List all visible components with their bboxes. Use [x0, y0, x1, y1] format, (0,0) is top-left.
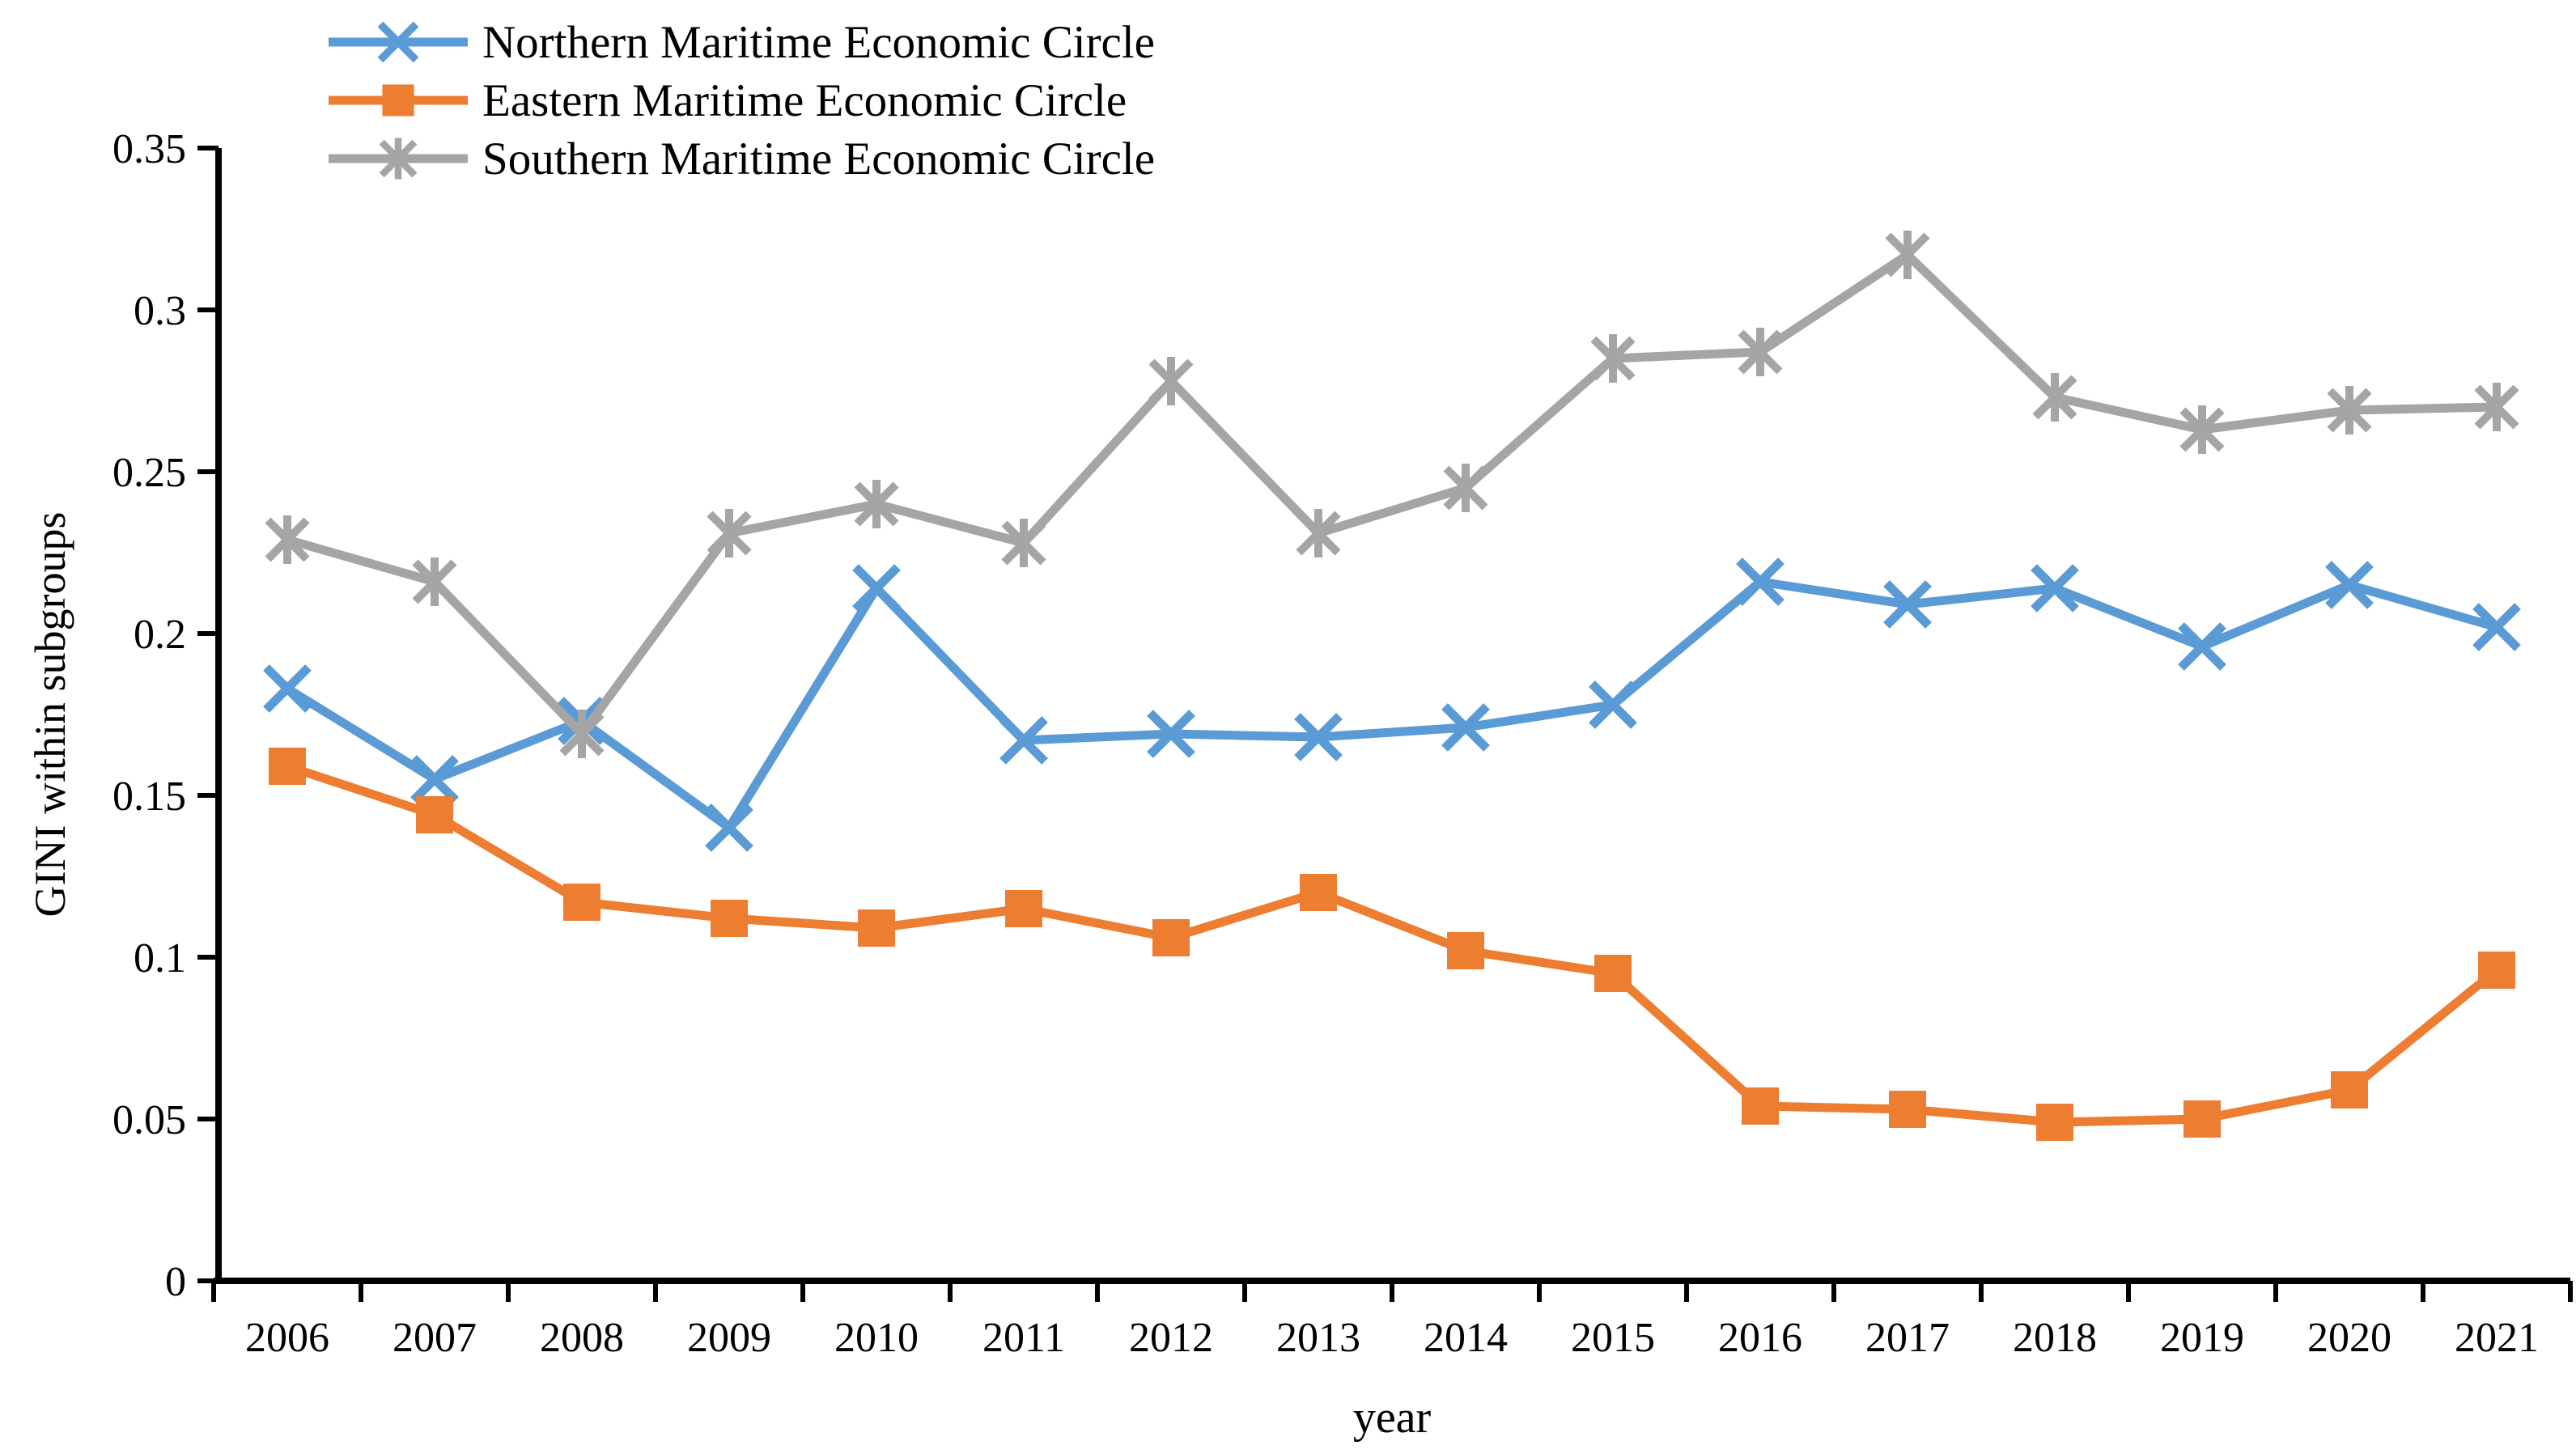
- marker-northern-2020: [2325, 561, 2374, 609]
- marker-eastern-2021: [2478, 952, 2515, 989]
- series-markers-northern: [263, 557, 2521, 852]
- y-tick-label: 0.25: [112, 450, 186, 496]
- legend-item-label: Eastern Maritime Economic Circle: [482, 74, 1127, 126]
- marker-eastern-2020: [2331, 1071, 2368, 1109]
- marker-eastern-2015: [1594, 955, 1632, 992]
- y-tick-label: 0.1: [134, 935, 186, 981]
- marker-eastern-2011: [1005, 890, 1042, 927]
- x-tick-label: 2019: [2160, 1315, 2244, 1361]
- marker-southern-2020: [2327, 386, 2372, 435]
- marker-eastern-2010: [858, 909, 895, 947]
- marker-northern-2009: [705, 803, 753, 852]
- y-tick-label: 0.3: [134, 288, 186, 334]
- y-axis-title: GINI within subgroups: [26, 511, 74, 918]
- series-line-eastern: [286, 761, 2500, 1127]
- x-tick-label: 2013: [1276, 1315, 1360, 1361]
- legend-marker-star6-icon: [329, 138, 468, 180]
- series-line-southern: [286, 250, 2497, 739]
- marker-northern-2016: [1736, 557, 1785, 606]
- y-tick-label: 0.35: [112, 126, 186, 172]
- x-tick-label: 2011: [982, 1315, 1065, 1361]
- marker-southern-2019: [2179, 405, 2225, 454]
- marker-eastern-2012: [1152, 919, 1190, 956]
- legend-item-southern: Southern Maritime Economic Circle: [325, 129, 1155, 188]
- marker-eastern-2018: [2036, 1104, 2073, 1141]
- legend-item-label: Southern Maritime Economic Circle: [482, 133, 1156, 184]
- marker-southern-2010: [854, 480, 899, 528]
- legend-marker-x-icon: [329, 21, 468, 63]
- x-tick-label: 2015: [1571, 1315, 1655, 1361]
- marker-northern-2017: [1883, 580, 1932, 629]
- series-markers-eastern: [269, 748, 2515, 1141]
- marker-southern-2018: [2032, 373, 2077, 422]
- x-tick-label: 2018: [2013, 1315, 2097, 1361]
- marker-southern-2008: [559, 710, 605, 758]
- series-markers-southern: [265, 231, 2519, 758]
- x-tick-label: 2010: [834, 1315, 919, 1361]
- x-tick-label: 2006: [245, 1315, 329, 1361]
- marker-northern-2021: [2472, 603, 2521, 651]
- legend-item-eastern: Eastern Maritime Economic Circle: [325, 71, 1155, 129]
- legend-marker-square-icon: [329, 84, 468, 117]
- x-axis-title: year: [1352, 1393, 1432, 1443]
- legend-item-label: Northern Maritime Economic Circle: [482, 16, 1155, 68]
- x-tick-label: 2009: [687, 1315, 771, 1361]
- x-tick-label: 2021: [2455, 1315, 2539, 1361]
- marker-northern-2019: [2178, 622, 2226, 671]
- marker-southern-2013: [1296, 509, 1341, 557]
- marker-northern-2015: [1589, 680, 1637, 729]
- marker-southern-2011: [1001, 519, 1046, 567]
- marker-northern-2013: [1294, 713, 1343, 761]
- marker-eastern-2006: [269, 748, 306, 785]
- marker-southern-2021: [2474, 383, 2519, 431]
- x-tick-label: 2008: [540, 1315, 624, 1361]
- marker-southern-2016: [1738, 328, 1783, 376]
- x-tick-label: 2017: [1865, 1315, 1950, 1361]
- marker-southern-2017: [1885, 231, 1930, 279]
- marker-eastern-2019: [2183, 1100, 2221, 1138]
- marker-northern-2012: [1147, 710, 1195, 758]
- y-tick-label: 0.05: [112, 1097, 186, 1143]
- marker-northern-2018: [2031, 564, 2079, 613]
- marker-northern-2010: [852, 564, 901, 613]
- marker-eastern-2013: [1300, 874, 1337, 911]
- marker-eastern-2008: [563, 884, 601, 921]
- marker-southern-2015: [1590, 334, 1636, 383]
- series-line-northern: [285, 577, 2498, 833]
- x-tick-label: 2014: [1424, 1315, 1508, 1361]
- y-tick-label: 0.15: [112, 774, 186, 820]
- y-tick-label: 0.2: [134, 612, 186, 658]
- x-tick-label: 2012: [1129, 1315, 1213, 1361]
- marker-southern-2007: [412, 557, 457, 606]
- marker-northern-2007: [410, 755, 459, 803]
- marker-southern-2009: [707, 509, 752, 557]
- marker-northern-2014: [1441, 703, 1490, 752]
- marker-northern-2006: [263, 664, 312, 713]
- x-tick-label: 2007: [393, 1315, 477, 1361]
- legend-sample-marker: [379, 138, 418, 180]
- x-tick-label: 2020: [2307, 1315, 2391, 1361]
- y-tick-label: 0: [165, 1259, 186, 1305]
- legend-sample-marker: [377, 21, 419, 63]
- marker-southern-2012: [1148, 357, 1194, 405]
- marker-eastern-2016: [1742, 1087, 1779, 1125]
- marker-eastern-2014: [1447, 932, 1484, 969]
- marker-eastern-2009: [711, 900, 748, 937]
- marker-southern-2006: [265, 515, 310, 564]
- legend-sample-marker: [382, 84, 414, 117]
- marker-eastern-2007: [416, 796, 453, 833]
- legend: Northern Maritime Economic Circle Eastern…: [325, 13, 1155, 188]
- marker-eastern-2017: [1889, 1091, 1926, 1128]
- x-tick-label: 2016: [1718, 1315, 1802, 1361]
- marker-southern-2014: [1443, 464, 1488, 512]
- marker-northern-2011: [999, 716, 1048, 765]
- legend-item-northern: Northern Maritime Economic Circle: [325, 13, 1155, 71]
